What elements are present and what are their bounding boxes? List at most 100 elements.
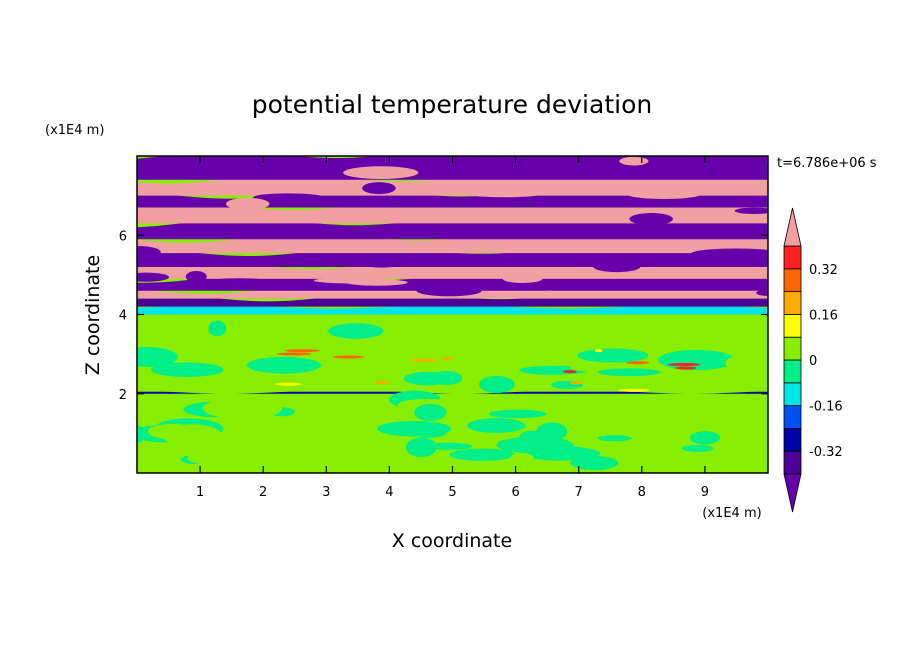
field-patch [509,452,535,466]
y-tick-label: 4 [119,309,127,324]
field-patch [225,197,270,210]
field-patch [597,435,632,442]
field-streak [594,349,603,353]
field-streak [667,363,701,367]
colorbar-segment [783,427,802,452]
field-patch [330,410,379,421]
x-unit-label: (x1E4 m) [702,506,761,521]
field-streak [276,352,312,356]
colorbar-segment [783,382,802,406]
field-patch [725,355,763,372]
field-patch [188,330,237,353]
field-patch [681,444,714,452]
field-streak [562,370,577,374]
field-patch [208,320,227,337]
field-patch [597,368,661,377]
field-patch [488,409,547,419]
field-streak [284,349,320,353]
colorbar-tick-label: 0.16 [809,308,838,323]
field-patch [449,448,515,461]
field-patch [253,193,324,202]
field-patch [137,425,146,443]
field-patch [225,271,259,279]
y-axis-label: Z coordinate [82,255,104,375]
field-patch [405,437,437,457]
x-tick-label: 5 [448,485,456,500]
field-patch [404,318,448,334]
field-patch [502,274,543,284]
field-patch [689,454,716,473]
field-patch [456,184,554,198]
x-tick-label: 3 [322,485,330,500]
x-axis-label: X coordinate [392,530,512,552]
field-patch [137,347,178,367]
field-patch [734,207,768,215]
x-tick-label: 6 [511,485,519,500]
field-streak [275,382,302,386]
field-patch [137,246,161,259]
field-patch [399,452,443,471]
field-patch [629,212,674,226]
x-tick-label: 2 [259,485,267,500]
field-patch [690,248,768,260]
colorbar-tick-label: 0 [809,354,817,369]
x-tick-label: 4 [385,485,393,500]
plot-area [137,156,768,473]
x-axis-ticks: 1 2 3 4 5 6 7 8 9 [196,156,709,500]
colorbar-tick-label: -0.32 [809,445,843,460]
field-patch [639,430,683,453]
field-patch [756,289,768,296]
field-patch [186,452,230,465]
field-patch [401,342,448,351]
field-patch [328,323,384,339]
field-patch [362,182,396,195]
field-patch [202,397,283,420]
field-patch [536,422,568,441]
field-streak [674,366,697,370]
colorbar-segment [783,359,802,384]
field-layer [137,391,768,473]
chart-title: potential temperature deviation [252,90,652,119]
field-patch [298,432,325,455]
colorbar-segment [783,405,802,429]
field-streak [569,381,582,385]
field-patch [185,270,207,283]
field-patch [577,348,649,363]
field-layer [137,304,768,315]
y-unit-label: (x1E4 m) [45,123,104,138]
x-tick-label: 8 [638,485,646,500]
x-tick-label: 9 [701,485,709,500]
field-patch [351,271,401,278]
colorbar-segment [783,291,802,315]
field-patch [569,364,609,372]
field-patch [403,371,452,386]
field-patch [474,245,545,251]
field-layer [137,156,768,180]
field-patch [496,436,574,454]
field-patch [147,423,198,440]
colorbar: 0.32 0.16 0 -0.16 -0.32 [783,207,843,513]
colorbar-segment [783,336,802,361]
y-tick-label: 2 [119,388,127,403]
y-axis-ticks: 2 4 6 [119,229,768,403]
colorbar-segment [783,245,802,270]
field-layer [137,213,768,240]
field-patches [137,156,768,473]
field-patch [592,261,641,273]
field-streak [441,357,454,361]
field-patch [715,428,764,443]
colorbar-tick-label: 0.32 [809,263,838,278]
field-patch [570,456,619,471]
x-tick-label: 7 [575,485,583,500]
field-streak [617,388,650,392]
field-patch [314,277,389,284]
colorbar-segment [783,450,802,475]
field-patch [137,272,170,282]
colorbar-segment [783,268,802,292]
field-patch [619,156,649,166]
field-patch [539,290,561,297]
field-patch [359,254,405,268]
field-patch [425,442,473,450]
field-patch [478,375,515,394]
